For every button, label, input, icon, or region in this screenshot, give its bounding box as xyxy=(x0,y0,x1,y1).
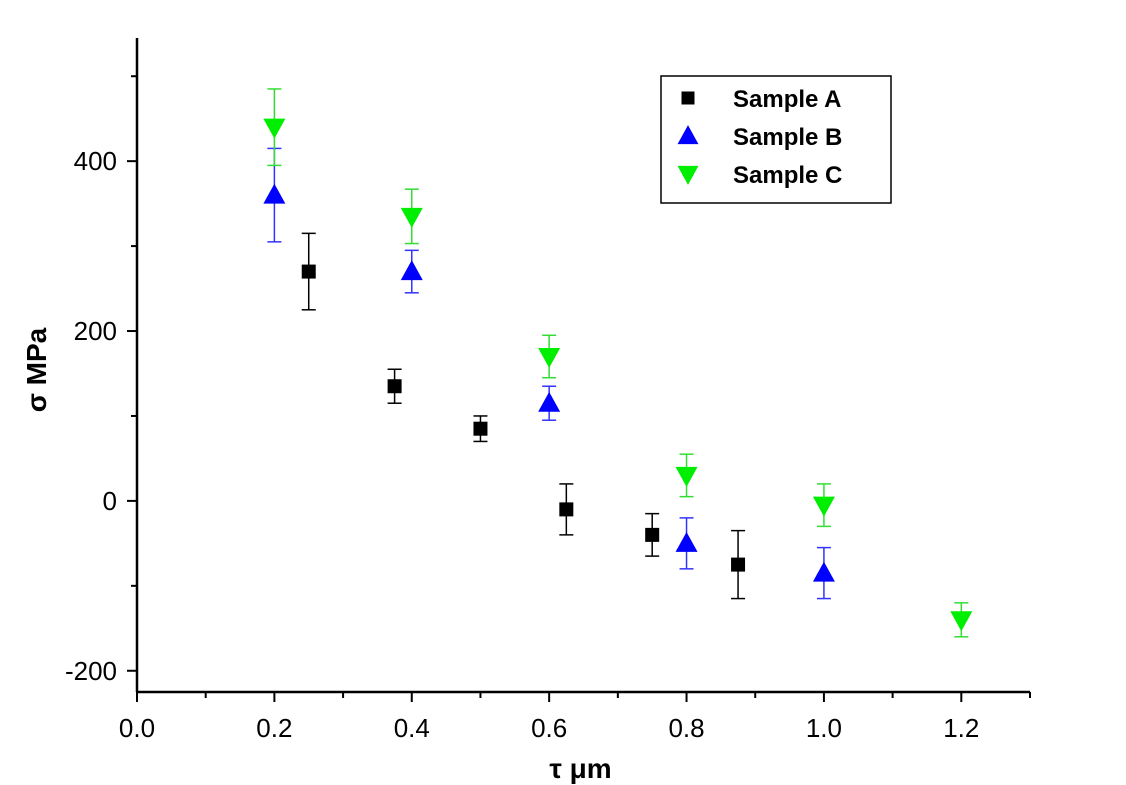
y-tick-label: 0 xyxy=(103,486,117,516)
data-point xyxy=(675,466,698,487)
x-tick-label: 0.0 xyxy=(119,713,155,743)
y-axis-title: σ MPa xyxy=(21,327,52,412)
x-axis-title: τ μm xyxy=(549,753,611,784)
data-point xyxy=(538,391,561,412)
legend-marker xyxy=(681,91,695,105)
y-tick-label: 200 xyxy=(74,316,117,346)
data-point xyxy=(538,347,561,368)
ticks xyxy=(127,75,1031,702)
series-sample-a xyxy=(301,232,746,600)
legend-marker xyxy=(677,125,699,145)
plot-area xyxy=(263,88,973,638)
data-point xyxy=(812,496,835,517)
y-tick-label: -200 xyxy=(65,656,117,686)
series-sample-c xyxy=(263,88,973,638)
data-point xyxy=(387,379,402,394)
data-point xyxy=(263,183,286,204)
data-point xyxy=(473,421,488,436)
legend-label: Sample A xyxy=(733,86,841,113)
data-point xyxy=(559,502,574,517)
legend-marker xyxy=(677,165,699,185)
data-point xyxy=(301,264,316,279)
data-point xyxy=(263,118,286,139)
legend-box xyxy=(660,75,892,204)
data-point xyxy=(400,260,423,281)
data-point xyxy=(675,531,698,552)
x-tick-label: 0.6 xyxy=(531,713,567,743)
series-sample-b xyxy=(263,147,835,600)
y-tick-label: 400 xyxy=(74,146,117,176)
data-point xyxy=(812,561,835,582)
data-point xyxy=(950,611,973,632)
legend-label: Sample C xyxy=(733,162,842,189)
x-tick-label: 1.0 xyxy=(806,713,842,743)
data-point xyxy=(645,527,660,542)
x-tick-label: 0.2 xyxy=(256,713,292,743)
x-tick-label: 0.8 xyxy=(668,713,704,743)
x-tick-label: 0.4 xyxy=(394,713,430,743)
legend: Sample A Sample B Sample C xyxy=(660,75,892,204)
legend-label: Sample B xyxy=(733,124,842,151)
data-point xyxy=(731,557,746,572)
tick-labels: 0.0 0.2 0.4 0.6 0.8 1.0 1.2 -200 0 200 400 xyxy=(65,146,979,743)
axes xyxy=(135,38,1030,694)
x-tick-label: 1.2 xyxy=(943,713,979,743)
data-point xyxy=(400,207,423,228)
